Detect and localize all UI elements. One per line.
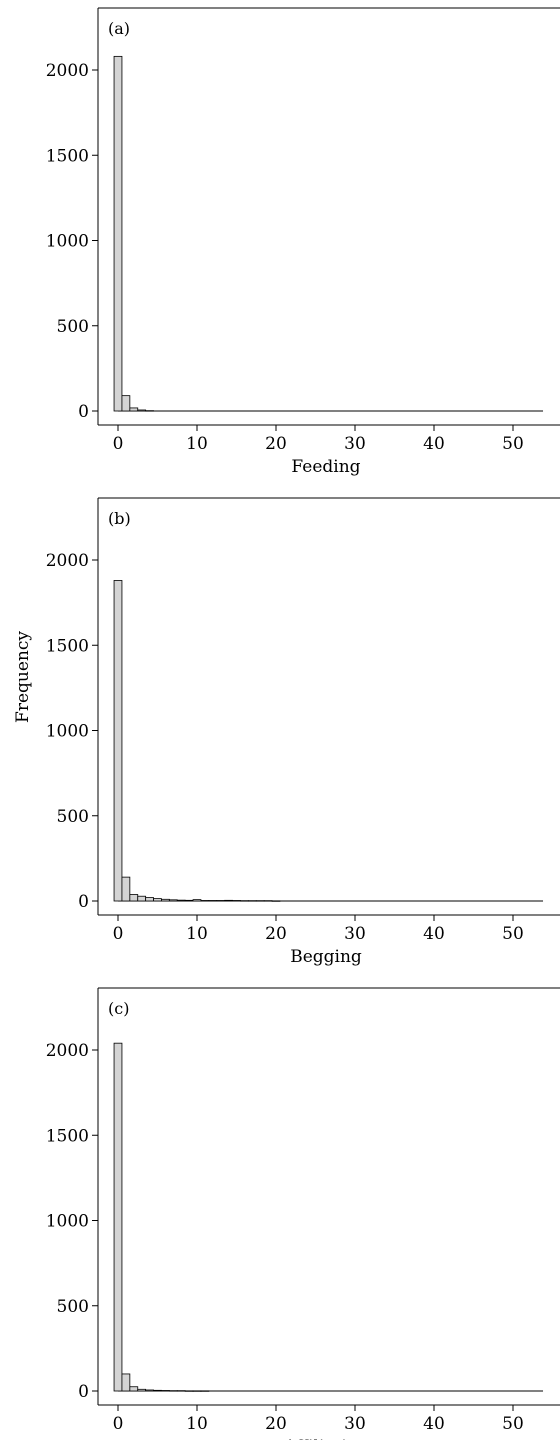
histogram-bar (121, 876, 131, 902)
histogram-bar (208, 900, 218, 902)
y-tick-label: 500 (57, 1297, 89, 1317)
x-tick-label: 10 (186, 1414, 208, 1434)
y-tick-label: 2000 (46, 551, 89, 571)
histogram-bar (113, 1042, 123, 1392)
y-tick-label: 1000 (46, 232, 89, 252)
x-tick-label: 40 (423, 924, 445, 944)
histogram-bar (145, 1389, 154, 1392)
x-tick-label: 30 (344, 924, 366, 944)
x-axis-label: Affiliation (283, 1437, 368, 1440)
y-tick-label: 0 (78, 402, 89, 422)
x-tick-label: 20 (265, 924, 287, 944)
x-tick-label: 50 (502, 924, 524, 944)
histogram-bar (216, 900, 226, 902)
histogram-bar (153, 1389, 162, 1392)
histogram-bar (161, 1390, 170, 1392)
x-tick-label: 0 (113, 924, 124, 944)
histogram-bar (200, 900, 210, 902)
histogram-bar (255, 900, 265, 902)
histogram-bar (263, 900, 273, 902)
histogram-bar (145, 897, 154, 902)
y-tick-label: 0 (78, 1382, 89, 1402)
x-tick-label: 50 (502, 1414, 524, 1434)
x-axis-label: Begging (290, 947, 362, 967)
x-tick-label: 30 (344, 434, 366, 454)
y-tick-label: 500 (57, 317, 89, 337)
x-tick-label: 0 (113, 434, 124, 454)
x-tick-label: 50 (502, 434, 524, 454)
histogram-bar (200, 1390, 210, 1392)
y-tick-label: 2000 (46, 1041, 89, 1061)
histogram-bar (129, 894, 139, 902)
panel-label: (b) (108, 509, 131, 528)
y-tick-label: 500 (57, 807, 89, 827)
x-tick-label: 0 (113, 1414, 124, 1434)
x-tick-label: 10 (186, 434, 208, 454)
histogram-bar (176, 899, 186, 902)
histogram-bar (240, 900, 249, 902)
histogram-bar (224, 899, 233, 902)
histogram-bar (137, 409, 147, 412)
histogram-bar (176, 1390, 186, 1392)
x-axis-label: Feeding (291, 457, 360, 477)
histogram-bar (192, 899, 202, 902)
y-tick-label: 1500 (46, 636, 89, 656)
y-tick-label: 1500 (46, 146, 89, 166)
x-tick-label: 40 (423, 434, 445, 454)
histogram-bar (129, 1386, 139, 1392)
histogram-bar (145, 410, 154, 412)
y-axis-label: Frequency (13, 631, 33, 723)
y-tick-label: 2000 (46, 61, 89, 81)
y-tick-label: 1000 (46, 722, 89, 742)
histogram-bar (161, 898, 170, 902)
x-tick-label: 40 (423, 1414, 445, 1434)
y-tick-label: 0 (78, 892, 89, 912)
y-tick-label: 1000 (46, 1212, 89, 1232)
panel-label: (a) (108, 19, 130, 38)
histogram-bar (232, 900, 241, 902)
histogram-bar (271, 900, 281, 902)
histogram-bar (113, 580, 123, 902)
histogram-bar (153, 898, 162, 902)
histogram-bar (247, 900, 257, 902)
histogram-bar (121, 1373, 131, 1392)
panel-label: (c) (108, 999, 129, 1018)
y-tick-label: 1500 (46, 1126, 89, 1146)
histogram-bar (137, 895, 147, 902)
histogram-bar (168, 899, 178, 902)
x-tick-label: 10 (186, 924, 208, 944)
histogram-bar (184, 899, 194, 902)
histogram-bar (121, 395, 131, 412)
histogram-bar (113, 55, 123, 412)
x-tick-label: 20 (265, 1414, 287, 1434)
x-tick-label: 20 (265, 434, 287, 454)
histogram-bar (184, 1390, 194, 1392)
histogram-bar (192, 1390, 202, 1392)
histogram-bar (129, 407, 139, 412)
histogram-bar (168, 1390, 178, 1392)
x-tick-label: 30 (344, 1414, 366, 1434)
histogram-bar (137, 1388, 147, 1392)
